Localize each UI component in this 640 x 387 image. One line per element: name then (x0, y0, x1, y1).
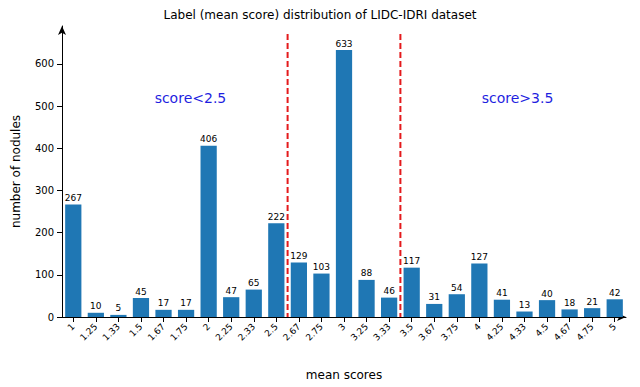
svg-text:267: 267 (65, 193, 82, 203)
svg-text:2.5: 2.5 (263, 321, 280, 338)
svg-text:117: 117 (403, 256, 420, 266)
svg-text:40: 40 (541, 289, 553, 299)
svg-text:633: 633 (335, 39, 352, 49)
svg-text:5: 5 (607, 321, 618, 332)
svg-text:3.75: 3.75 (439, 321, 460, 342)
svg-text:47: 47 (225, 286, 236, 296)
svg-text:222: 222 (268, 212, 285, 222)
svg-text:Label (mean score) distributio: Label (mean score) distribution of LIDC-… (163, 8, 476, 22)
svg-text:17: 17 (158, 298, 169, 308)
svg-text:18: 18 (564, 298, 576, 308)
svg-text:17: 17 (180, 298, 191, 308)
svg-text:129: 129 (290, 251, 307, 261)
svg-text:2.67: 2.67 (281, 321, 302, 342)
svg-text:600: 600 (35, 58, 54, 69)
svg-text:0: 0 (48, 312, 54, 323)
svg-text:4.67: 4.67 (552, 321, 573, 342)
svg-text:103: 103 (313, 262, 330, 272)
svg-text:2.25: 2.25 (214, 321, 235, 342)
svg-text:42: 42 (609, 288, 620, 298)
svg-text:127: 127 (471, 252, 488, 262)
svg-text:200: 200 (35, 227, 54, 238)
svg-text:mean scores: mean scores (306, 368, 382, 382)
svg-text:1.5: 1.5 (127, 321, 144, 338)
svg-text:4.25: 4.25 (484, 321, 505, 342)
svg-text:number of nodules: number of nodules (9, 115, 23, 228)
svg-text:100: 100 (35, 269, 54, 280)
svg-text:500: 500 (35, 101, 54, 112)
svg-text:score<2.5: score<2.5 (155, 90, 227, 106)
svg-text:2.33: 2.33 (236, 321, 257, 342)
svg-text:1: 1 (66, 321, 77, 332)
svg-text:3.25: 3.25 (349, 321, 370, 342)
svg-text:1.33: 1.33 (101, 321, 122, 342)
svg-text:3.33: 3.33 (371, 321, 392, 342)
svg-text:3: 3 (336, 321, 347, 332)
svg-text:10: 10 (90, 301, 102, 311)
svg-text:3.67: 3.67 (417, 321, 438, 342)
svg-text:score>3.5: score>3.5 (482, 90, 554, 106)
svg-text:4.75: 4.75 (574, 321, 595, 342)
svg-text:31: 31 (429, 292, 440, 302)
svg-text:300: 300 (35, 185, 54, 196)
svg-text:1.67: 1.67 (146, 321, 167, 342)
svg-text:2.75: 2.75 (304, 321, 325, 342)
svg-text:406: 406 (200, 134, 217, 144)
svg-text:46: 46 (383, 286, 395, 296)
svg-text:1.25: 1.25 (78, 321, 99, 342)
svg-text:21: 21 (586, 297, 597, 307)
svg-text:5: 5 (116, 303, 122, 313)
svg-text:45: 45 (135, 287, 146, 297)
svg-text:400: 400 (35, 143, 54, 154)
svg-text:2: 2 (201, 321, 212, 332)
svg-text:41: 41 (496, 288, 507, 298)
svg-text:3.5: 3.5 (398, 321, 415, 338)
svg-text:4.33: 4.33 (507, 321, 528, 342)
svg-text:4: 4 (472, 321, 483, 332)
svg-text:13: 13 (519, 300, 530, 310)
svg-text:54: 54 (451, 283, 463, 293)
svg-text:88: 88 (361, 268, 373, 278)
svg-text:4.5: 4.5 (533, 321, 550, 338)
svg-text:65: 65 (248, 278, 259, 288)
svg-text:1.75: 1.75 (168, 321, 189, 342)
